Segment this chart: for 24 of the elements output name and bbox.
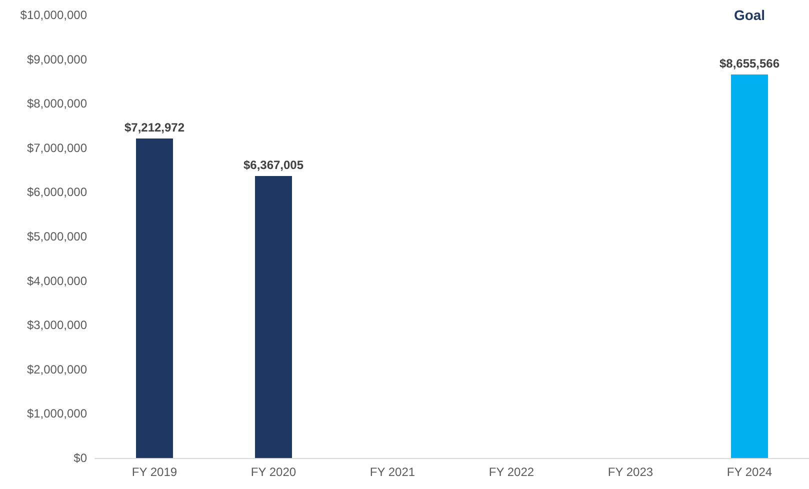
x-tick-label: FY 2024 <box>726 465 772 479</box>
y-tick-label: $2,000,000 <box>26 362 88 376</box>
y-tick-label: $1,000,000 <box>26 406 88 421</box>
x-tick-label: FY 2020 <box>250 465 296 479</box>
y-tick-label: $3,000,000 <box>26 318 88 332</box>
bar <box>136 138 173 458</box>
y-tick-label: $10,000,000 <box>20 8 88 22</box>
y-tick-label: $6,000,000 <box>26 185 88 200</box>
y-tick-label: $0 <box>74 451 88 465</box>
x-tick-label: FY 2023 <box>608 465 654 479</box>
annotation: Goal <box>734 7 766 23</box>
y-tick-label: $8,000,000 <box>26 96 88 111</box>
data-label: $6,367,005 <box>243 158 304 172</box>
y-tick-label: $9,000,000 <box>26 52 88 66</box>
bar <box>731 74 768 458</box>
y-tick-label: $4,000,000 <box>26 274 88 288</box>
x-tick-label: FY 2019 <box>132 465 178 479</box>
data-label: $8,655,566 <box>719 56 780 71</box>
x-tick-label: FY 2022 <box>488 465 534 479</box>
bar <box>255 176 292 458</box>
x-tick-label: FY 2021 <box>370 465 416 479</box>
y-tick-label: $7,000,000 <box>26 140 88 155</box>
y-tick-label: $5,000,000 <box>26 230 88 244</box>
data-label: $7,212,972 <box>124 120 185 134</box>
